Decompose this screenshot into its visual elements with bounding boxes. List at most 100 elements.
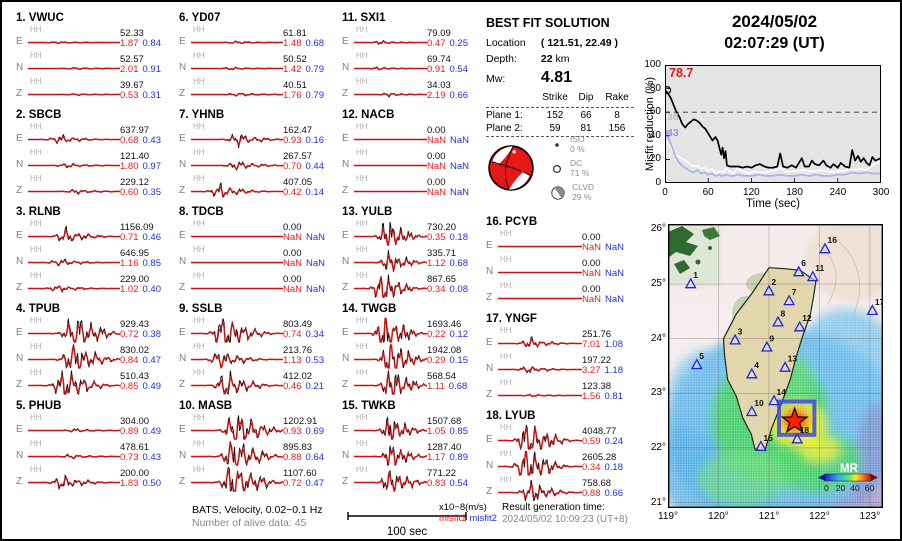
waveform-trace: HH <box>354 413 427 440</box>
misfit2-value: 0.18 <box>604 462 624 473</box>
event-time: 02:07:29 (UT) <box>724 35 825 52</box>
misfit1-value: 0.68 <box>120 135 139 146</box>
misfit1-value: 0.84 <box>120 355 139 366</box>
amplitude-value: 0.00 <box>582 257 601 269</box>
band-label: HH <box>193 122 205 131</box>
station-title: 6. YD07 <box>179 12 221 24</box>
amplitude-value: 407.05 <box>283 176 313 188</box>
misfit1-value: 1.42 <box>283 64 302 75</box>
map-lat-tick: 23° <box>650 387 666 399</box>
misfit1-value: 2.19 <box>427 90 446 101</box>
misfit-ytick: 40 <box>649 129 661 141</box>
amplitude-value: 52.33 <box>120 27 144 39</box>
waveform-row: Z HH 0.00 NaN NaN <box>179 271 339 298</box>
colorbar-tick: 60 <box>865 483 875 493</box>
misfit2-value: 0.79 <box>305 90 325 101</box>
component-label: N <box>16 450 24 461</box>
trace-values: 61.81 1.48 0.68 <box>283 26 339 52</box>
iso-pct: 0 % <box>570 143 585 154</box>
misfit-xtick: 120 <box>743 187 760 198</box>
map-station-number: 8 <box>781 308 786 318</box>
map-lat-tick: 25° <box>650 278 666 290</box>
trace-values: 2605.28 0.34 0.18 <box>582 450 638 476</box>
waveform-row: Z HH 867.65 0.34 0.08 <box>342 271 483 298</box>
station-title: 1. VWUC <box>16 12 64 24</box>
band-label: HH <box>193 245 205 254</box>
map-station-triangle <box>866 304 879 316</box>
component-label: E <box>16 36 23 47</box>
result-label: Result generation time: <box>502 502 605 513</box>
component-label: Z <box>179 379 186 390</box>
misfit2-legend: misfit2 <box>469 513 497 524</box>
time-scalebar: 100 sec <box>347 508 467 538</box>
trace-values: 52.57 2.01 0.91 <box>120 52 176 78</box>
trace-values: 1942.08 0.29 0.15 <box>427 343 483 369</box>
station-title: 12. NACB <box>342 109 395 121</box>
band-label: HH <box>193 316 205 325</box>
trace-values: 1693.46 0.22 0.12 <box>427 317 483 343</box>
trace-values: 4048.77 0.59 0.24 <box>582 424 638 450</box>
amplitude-value: 730.20 <box>427 221 457 233</box>
waveform-trace: HH <box>498 475 582 502</box>
station-title: 17. YNGF <box>486 313 537 325</box>
misfit2-value: 0.08 <box>449 284 469 295</box>
map-station-number: 5 <box>699 351 704 361</box>
station-col-3: 11. SXI1 E HH 79.09 0.47 0.25 N HH 69.74 0.91 0.54… <box>342 10 483 495</box>
map-lat-tick: 22° <box>650 441 666 453</box>
waveform-row: Z HH 758.68 0.88 0.66 <box>486 475 638 502</box>
map-station-number: 7 <box>792 287 797 297</box>
best-fit-title: BEST FIT SOLUTION <box>486 16 610 30</box>
iso-label: ISO <box>570 134 585 144</box>
amplitude-value: 1202.91 <box>283 415 318 427</box>
misfit1-value: 0.34 <box>427 284 446 295</box>
misfit1-legend: misfit1 <box>439 513 467 524</box>
station-block: 11. SXI1 E HH 79.09 0.47 0.25 N HH 69.74 0.91 0.54… <box>342 10 483 107</box>
clvd-label: CLVD <box>572 182 595 192</box>
misfit-xtick: 240 <box>829 187 847 198</box>
misfit1-value: 7.01 <box>582 339 601 350</box>
map-station-triangle <box>745 367 758 379</box>
band-label: HH <box>356 77 368 86</box>
misfit1-value: 1.83 <box>120 478 139 489</box>
misfit-ytick: 0 <box>655 177 661 188</box>
misfit-ytick: 60 <box>649 106 661 118</box>
waveform-row: E HH 4048.77 0.59 0.24 <box>486 423 638 450</box>
component-label: N <box>16 256 24 267</box>
waveform-row: N HH 895.83 0.88 0.64 <box>179 439 339 466</box>
trace-values: 637.97 0.68 0.43 <box>120 123 176 149</box>
component-label: Z <box>486 292 493 303</box>
misfit-reduction-plot: 78.7 36 43 0 60 120 180 240 300 0 20 40 60 80 100 <box>644 59 889 198</box>
waveform-trace: HH <box>354 439 427 466</box>
component-label: N <box>342 450 350 461</box>
misfit1-value: 1.16 <box>120 258 139 269</box>
waveform-row: N HH 197.22 3.27 1.18 <box>486 352 638 379</box>
misfit2-value: 0.31 <box>142 90 162 101</box>
waveform-row: Z HH 510.43 0.85 0.49 <box>16 368 176 395</box>
decomposition-legend: ISO 0 % DC 71 % CLVD 29 % <box>550 134 595 202</box>
amplitude-value: 771.22 <box>427 467 457 479</box>
station-title: 11. SXI1 <box>342 12 386 24</box>
trace-values: 478.61 0.73 0.43 <box>120 440 176 466</box>
component-label: E <box>342 36 349 47</box>
mr-colorbar: MR <box>818 463 878 482</box>
waveform-trace: HH <box>28 413 120 440</box>
misfit-plot-xlabel: Time (sec) <box>746 198 800 210</box>
amplitude-value: 510.43 <box>120 370 150 382</box>
misfit2-value: 0.49 <box>142 426 162 437</box>
waveform-trace: HH <box>191 413 283 440</box>
waveform-row: N HH 69.74 0.91 0.54 <box>342 51 483 78</box>
waveform-row: Z HH 229.12 0.60 0.35 <box>16 174 176 201</box>
component-label: Z <box>179 282 186 293</box>
trace-values: 568.54 1.11 0.68 <box>427 369 483 395</box>
misfit1-value: 0.74 <box>283 329 302 340</box>
misfit1-value: NaN <box>283 284 303 295</box>
trace-values: 69.74 0.91 0.54 <box>427 52 483 78</box>
misfit1-value: 0.42 <box>283 187 302 198</box>
component-label: E <box>179 230 186 241</box>
band-label: HH <box>30 439 42 448</box>
station-title: 10. MASB <box>179 400 233 412</box>
amplitude-value: 0.00 <box>427 176 446 188</box>
waveform-trace: HH <box>28 271 120 298</box>
colorbar-tick: 20 <box>836 483 846 493</box>
map-station-number: 2 <box>771 277 776 287</box>
